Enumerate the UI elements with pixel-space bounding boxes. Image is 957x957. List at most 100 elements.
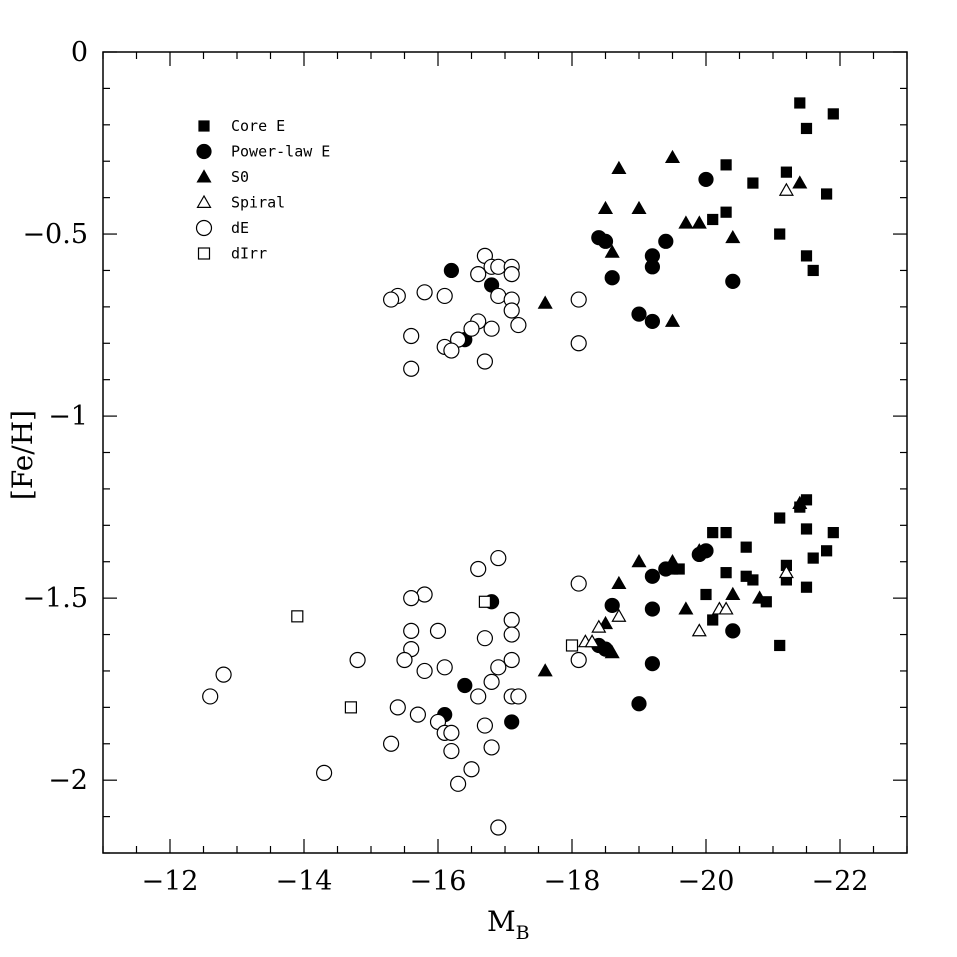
point-core-e: [720, 206, 732, 218]
point-core-e: [800, 122, 813, 135]
point-de: [470, 688, 487, 705]
point-de: [470, 265, 487, 283]
point-s0: [678, 601, 694, 615]
x-axis-title-subscript: B: [516, 922, 530, 944]
point-dirr: [565, 639, 579, 652]
point-s0: [664, 554, 681, 568]
x-axis-title-main: M: [487, 905, 516, 938]
point-spiral: [591, 619, 607, 633]
point-core-e: [707, 213, 719, 226]
y-tick-label: −2: [48, 765, 88, 796]
point-de: [443, 742, 460, 760]
point-de: [436, 287, 453, 305]
point-s0: [597, 200, 614, 215]
point-power-law-e: [644, 656, 661, 672]
point-power-law-e: [725, 623, 741, 639]
y-tick-labels: 0 −0.5 −1 −1.5 −2: [22, 37, 88, 796]
point-de: [463, 761, 480, 778]
point-dirr: [344, 701, 357, 714]
point-de: [483, 320, 500, 337]
point-power-law-e: [443, 262, 459, 279]
point-spiral: [718, 601, 734, 615]
point-power-law-e: [597, 233, 614, 249]
point-core-e: [800, 250, 813, 262]
point-de: [490, 258, 507, 275]
x-tick-label: −12: [142, 866, 199, 897]
point-dirr: [478, 595, 491, 608]
point-de: [490, 549, 507, 567]
point-de: [490, 819, 507, 836]
point-s0: [537, 663, 553, 677]
point-power-law-e: [658, 233, 674, 249]
point-core-e: [827, 526, 839, 539]
point-core-e: [747, 177, 759, 189]
point-s0: [725, 229, 741, 244]
point-spiral: [691, 623, 707, 637]
point-de: [403, 360, 420, 377]
x-tick-label: −20: [678, 866, 735, 897]
point-de: [476, 630, 493, 647]
point-de: [215, 666, 232, 683]
point-de: [476, 717, 493, 734]
point-de: [383, 291, 400, 308]
point-core-e: [740, 541, 752, 553]
point-core-e: [774, 639, 786, 652]
point-s0: [678, 215, 694, 229]
point-de: [503, 651, 520, 669]
point-de: [490, 287, 507, 305]
point-s0: [664, 313, 681, 327]
point-de: [443, 724, 460, 741]
point-core-e: [800, 523, 813, 535]
point-de: [403, 622, 420, 640]
point-de: [570, 575, 587, 592]
legend-label-dirr: dIrr: [231, 245, 267, 263]
point-core-e: [774, 228, 786, 240]
legend-marker-s0: [196, 169, 212, 183]
point-power-law-e: [604, 270, 620, 286]
point-core-e: [700, 588, 712, 601]
point-power-law-e: [504, 714, 520, 730]
point-de: [503, 302, 520, 319]
point-de: [463, 320, 480, 337]
point-spiral: [611, 608, 627, 622]
point-de: [470, 560, 487, 578]
point-de: [443, 342, 460, 359]
point-de: [202, 688, 219, 705]
point-power-law-e: [644, 259, 661, 275]
point-de: [503, 626, 520, 643]
point-de: [416, 662, 433, 680]
point-core-e: [720, 526, 732, 539]
legend-marker-dirr: [197, 247, 211, 260]
x-tick-label: −16: [410, 866, 467, 897]
point-s0: [537, 295, 553, 309]
point-de: [490, 659, 507, 676]
point-power-law-e: [644, 601, 661, 617]
axis-ticks: [102, 51, 908, 854]
point-dirr: [291, 610, 304, 623]
point-s0: [691, 543, 707, 557]
y-tick-label: −1: [48, 401, 88, 432]
point-core-e: [807, 264, 819, 277]
point-de: [476, 353, 493, 370]
legend-label-power-law-e: Power-law E: [231, 143, 330, 161]
point-de: [316, 764, 333, 782]
point-de: [389, 699, 406, 716]
y-tick-label: −0.5: [22, 219, 88, 250]
point-core-e: [820, 545, 833, 557]
point-core-e: [720, 567, 732, 579]
point-core-e: [794, 97, 806, 109]
point-de: [436, 659, 453, 676]
legend-marker-power-law-e: [196, 143, 212, 160]
point-power-law-e: [644, 313, 661, 330]
point-spiral: [584, 634, 600, 648]
point-s0: [664, 149, 681, 164]
x-tick-label: −22: [812, 866, 869, 897]
point-core-e: [720, 159, 732, 171]
legend-marker-core-e: [198, 120, 210, 132]
legend-label-spiral: Spiral: [231, 194, 285, 212]
point-core-e: [820, 188, 833, 200]
point-de: [510, 316, 527, 334]
point-power-law-e: [604, 597, 620, 614]
point-core-e: [800, 581, 813, 593]
point-power-law-e: [631, 696, 647, 712]
